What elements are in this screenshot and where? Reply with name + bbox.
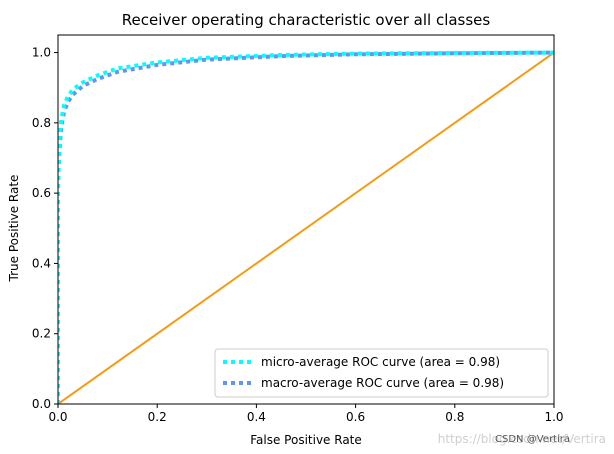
- x-tick-label: 1.0: [544, 410, 563, 424]
- series-line-chance: [58, 51, 554, 404]
- x-tick-label: 0.8: [445, 410, 464, 424]
- x-axis-label: False Positive Rate: [250, 433, 362, 447]
- legend: micro-average ROC curve (area = 0.98) mac…: [214, 348, 549, 398]
- legend-label-macro-average: macro-average ROC curve (area = 0.98): [261, 376, 504, 390]
- y-tick-label: 0.2: [32, 327, 51, 341]
- y-tick-label: 0.6: [32, 186, 51, 200]
- x-tick-label: 0.2: [148, 410, 167, 424]
- chart-title: Receiver operating characteristic over a…: [122, 11, 491, 29]
- axis-ticks: 0.0 0.2 0.4 0.6 0.8 1.0 0.0 0.2 0.4 0.6 0.8 1.0: [32, 46, 564, 424]
- y-tick-label: 0.8: [32, 116, 51, 130]
- plot-frame: [57, 34, 555, 405]
- x-tick-label: 0.4: [247, 410, 266, 424]
- watermark-url: https://blog.csdn.net/Vertira: [437, 432, 606, 446]
- plot-area: [57, 34, 555, 405]
- legend-label-micro-average: micro-average ROC curve (area = 0.98): [261, 355, 500, 369]
- watermark-csdn: CSDN @Vertira: [495, 434, 570, 445]
- y-tick-label: 0.0: [32, 397, 51, 411]
- series-group: [58, 50, 554, 404]
- y-axis-label: True Positive Rate: [7, 175, 21, 283]
- y-tick-label: 0.4: [32, 256, 51, 270]
- legend-box: [214, 348, 549, 398]
- x-tick-label: 0.0: [48, 410, 67, 424]
- y-tick-label: 1.0: [32, 46, 51, 60]
- series-line-micro-average: [58, 50, 554, 404]
- series-line-macro-average: [58, 50, 554, 404]
- x-tick-label: 0.6: [346, 410, 365, 424]
